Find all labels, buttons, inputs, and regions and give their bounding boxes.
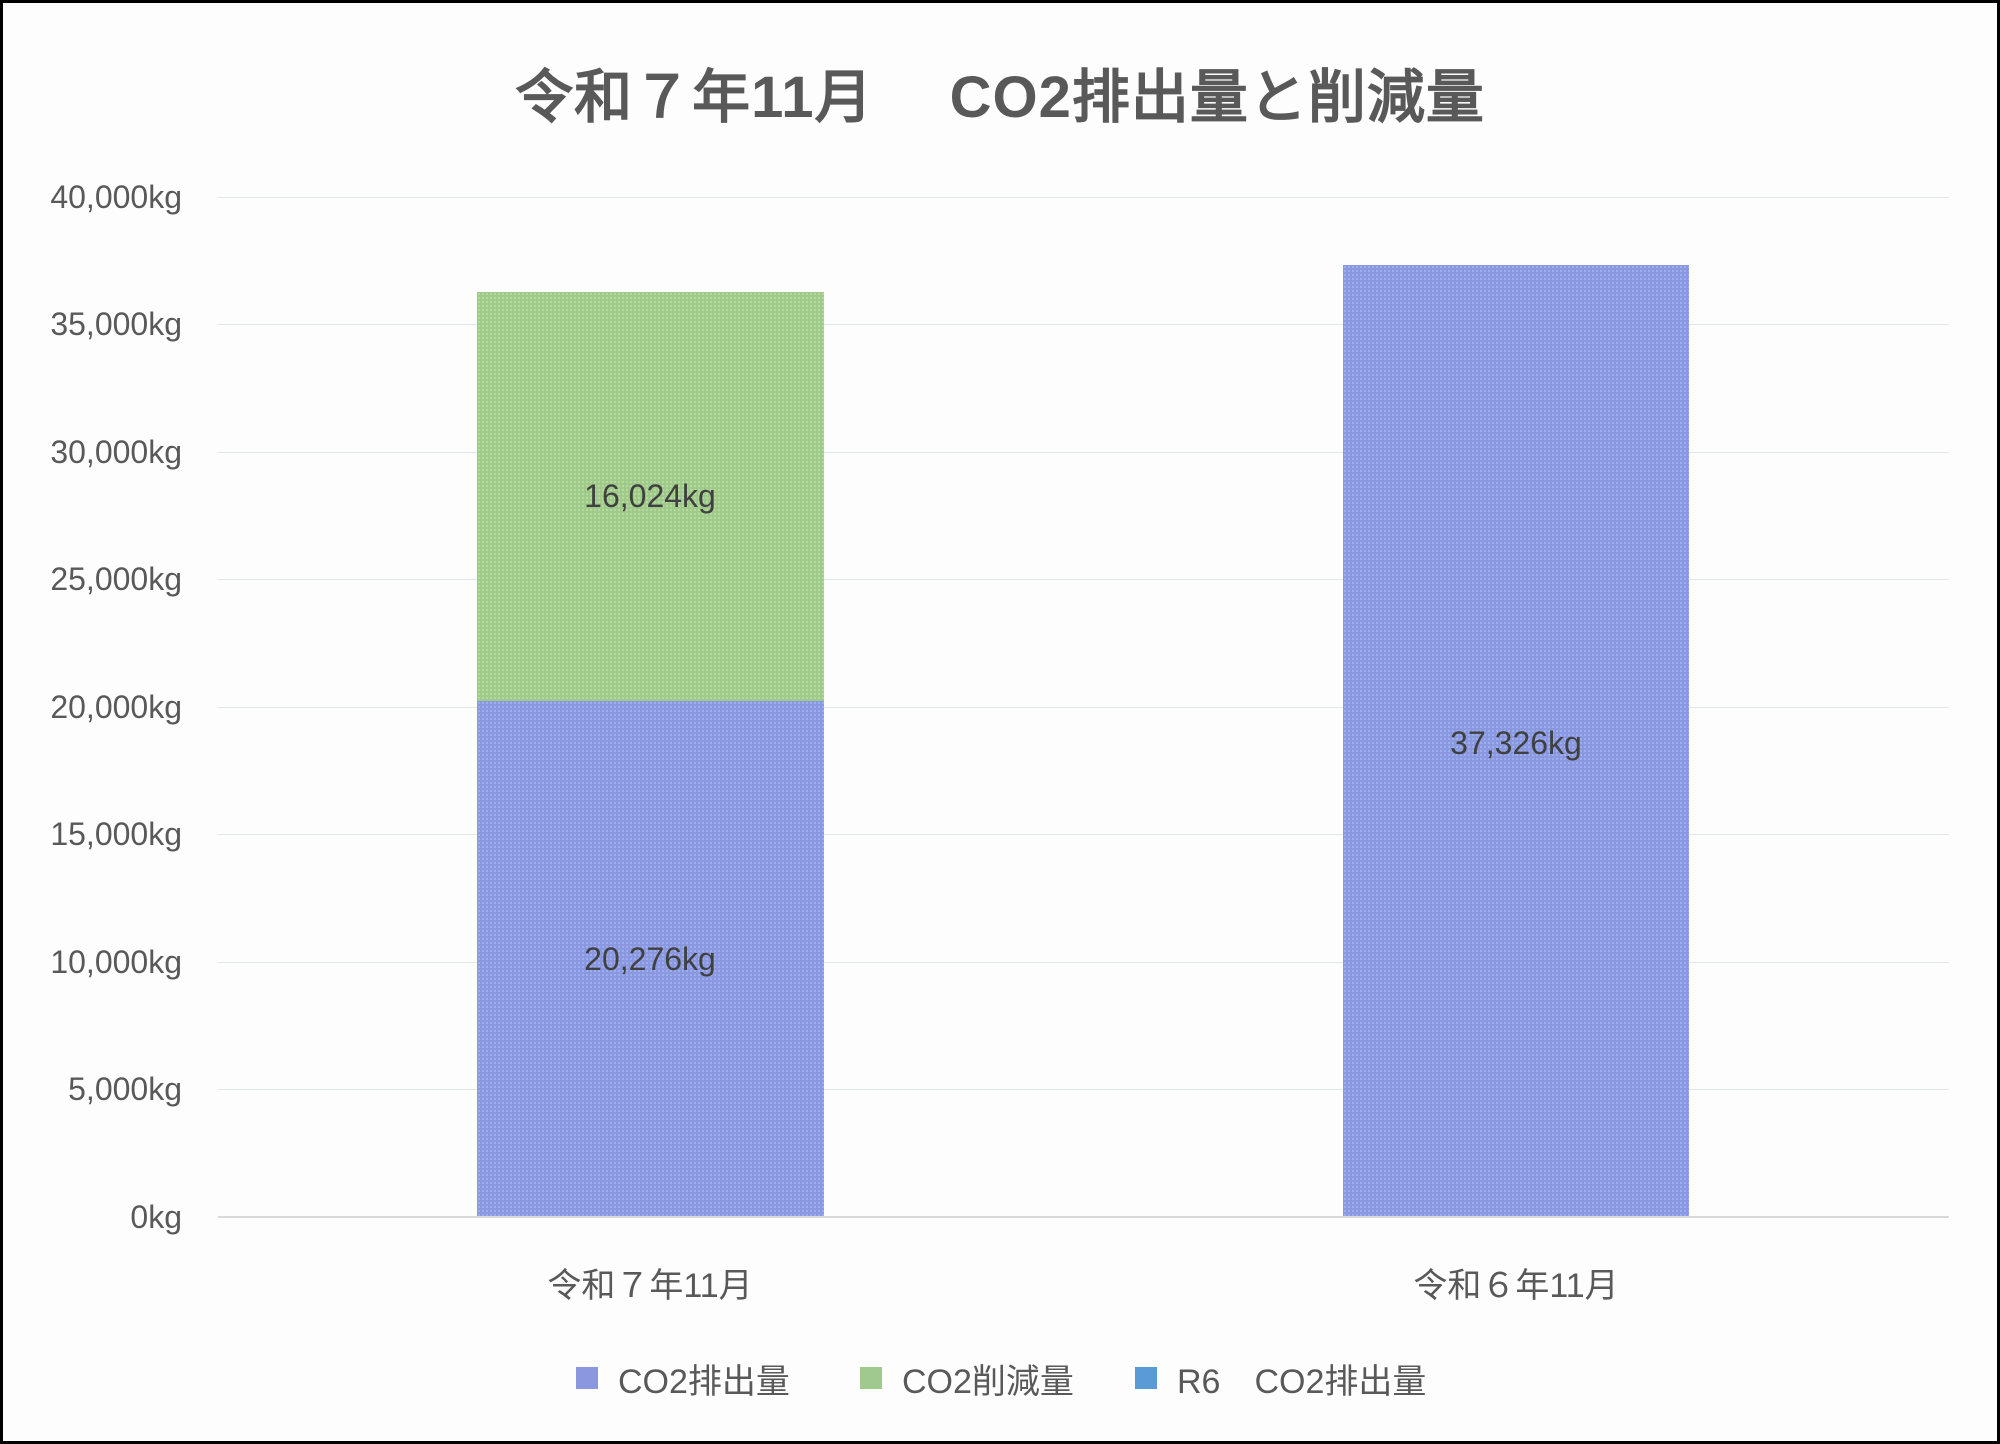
x-tick-label: 令和７年11月: [547, 1267, 753, 1305]
y-tick-label: 40,000kg: [50, 179, 182, 215]
gridline: [218, 197, 1949, 198]
y-tick-label: 20,000kg: [50, 689, 182, 725]
legend-item-co2-reduction[interactable]: CO2削減量: [860, 1356, 1074, 1401]
y-tick-label: 5,000kg: [68, 1071, 182, 1107]
y-tick-label: 30,000kg: [50, 434, 182, 470]
y-tick-label: 15,000kg: [50, 816, 182, 852]
y-tick-label: 10,000kg: [50, 944, 182, 980]
gridline: [218, 834, 1949, 835]
legend-swatch-icon: [1135, 1367, 1157, 1389]
gridline: [218, 324, 1949, 325]
data-label-r7-reduction: 16,024kg: [584, 478, 716, 514]
legend-label: CO2排出量: [618, 1362, 790, 1401]
chart-legend: CO2排出量 CO2削減量 R6 CO2排出量: [0, 1356, 2000, 1401]
chart-title: 令和７年11月 CO2排出量と削減量: [515, 65, 1485, 130]
gridline: [218, 452, 1949, 453]
data-label-r7-emission: 20,276kg: [584, 941, 716, 977]
legend-item-co2-emission[interactable]: CO2排出量: [576, 1356, 790, 1401]
legend-swatch-icon: [860, 1367, 882, 1389]
bar-r6-co2-emission[interactable]: [1343, 265, 1689, 1217]
legend-item-r6-co2-emission[interactable]: R6 CO2排出量: [1135, 1356, 1427, 1401]
data-label-r6-emission: 37,326kg: [1450, 725, 1582, 761]
gridline: [218, 707, 1949, 708]
gridline: [218, 1089, 1949, 1090]
x-axis-line: [218, 1216, 1949, 1218]
x-tick-label: 令和６年11月: [1413, 1267, 1619, 1305]
legend-label: CO2削減量: [902, 1362, 1074, 1401]
bar-r7-co2-reduction[interactable]: [477, 292, 824, 701]
y-tick-label: 35,000kg: [50, 306, 182, 342]
bar-r7-co2-emission[interactable]: [477, 701, 824, 1217]
gridline: [218, 579, 1949, 580]
legend-swatch-icon: [576, 1367, 598, 1389]
y-tick-label: 25,000kg: [50, 561, 182, 597]
gridline: [218, 962, 1949, 963]
y-tick-label: 0kg: [130, 1199, 182, 1235]
legend-label: R6 CO2排出量: [1177, 1362, 1427, 1401]
